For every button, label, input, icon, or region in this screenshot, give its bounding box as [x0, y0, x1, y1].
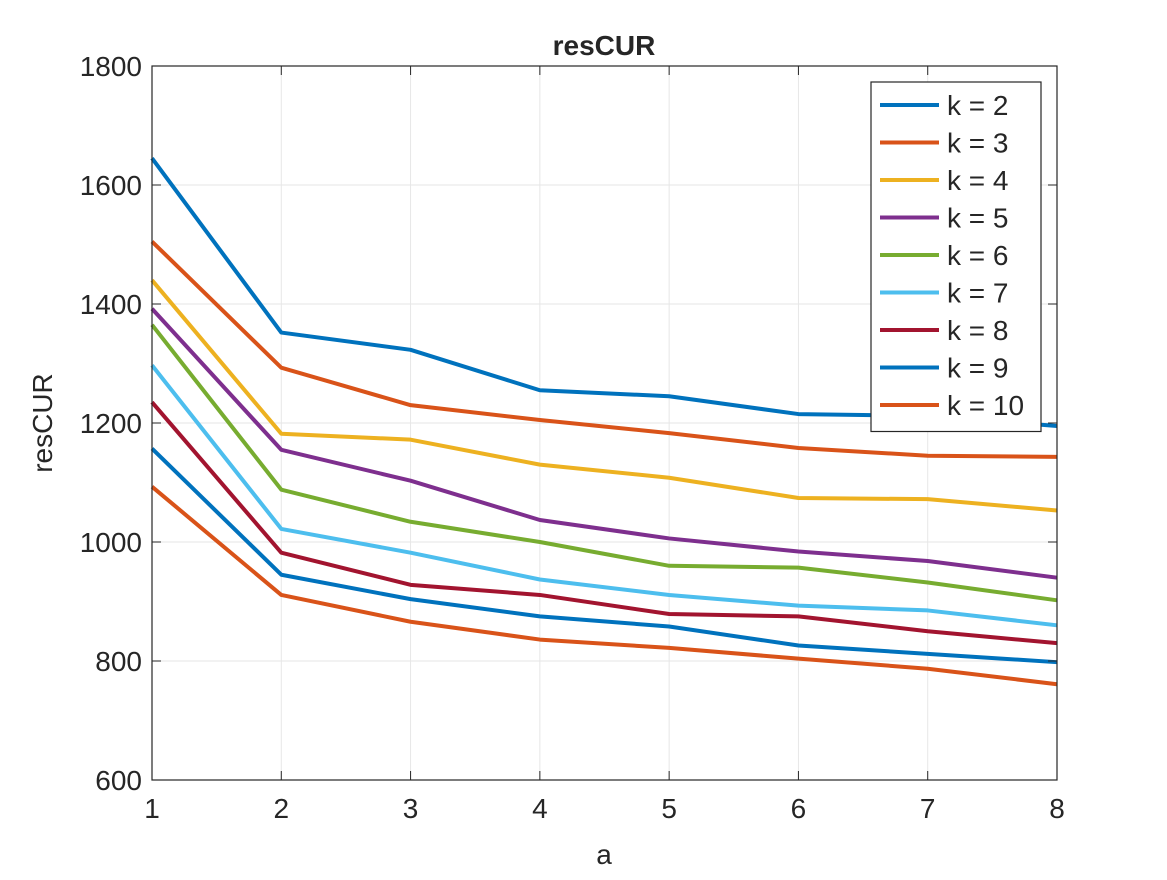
series-line	[150, 364, 1058, 628]
x-axis-label: a	[596, 839, 612, 870]
legend-label: k = 3	[947, 128, 1008, 159]
legend-label: k = 10	[947, 390, 1024, 421]
legend-label: k = 8	[947, 315, 1008, 346]
y-tick-label: 600	[95, 765, 142, 796]
x-tick-label: 8	[1049, 793, 1065, 824]
x-tick-label: 6	[791, 793, 807, 824]
series-line	[150, 400, 1058, 646]
y-axis-label: resCUR	[27, 373, 58, 473]
x-tick-label: 3	[403, 793, 419, 824]
y-tick-label: 1800	[80, 51, 142, 82]
x-tick-label: 5	[661, 793, 677, 824]
series-line	[150, 323, 1058, 603]
legend-label: k = 6	[947, 240, 1008, 271]
series-line	[150, 485, 1058, 687]
series-line	[150, 447, 1058, 665]
legend-label: k = 5	[947, 203, 1008, 234]
y-tick-label: 1400	[80, 289, 142, 320]
series-line	[150, 307, 1058, 580]
series-line	[150, 240, 1058, 459]
legend-label: k = 4	[947, 165, 1008, 196]
x-tick-label: 7	[920, 793, 936, 824]
x-tick-label: 2	[273, 793, 289, 824]
legend-label: k = 9	[947, 353, 1008, 384]
y-tick-label: 1200	[80, 408, 142, 439]
x-tick-label: 1	[144, 793, 160, 824]
y-tick-label: 800	[95, 646, 142, 677]
axes	[151, 65, 1058, 781]
legend: k = 2 k = 3 k = 4 k = 5 k = 6 k = 7 k = 8 k = 9…	[870, 81, 1042, 433]
y-tick-label: 1600	[80, 170, 142, 201]
legend-label: k = 7	[947, 278, 1008, 309]
legend-label: k = 2	[947, 90, 1008, 121]
axes-box	[151, 65, 1058, 781]
y-tick-label: 1000	[80, 527, 142, 558]
series-line	[150, 278, 1058, 513]
chart-title: resCUR	[553, 30, 656, 61]
tick-labels: 1 2 3 4 5 6 7 8 600 800 1000 1200 1400 1600 1800	[80, 51, 1065, 824]
x-tick-label: 4	[532, 793, 548, 824]
